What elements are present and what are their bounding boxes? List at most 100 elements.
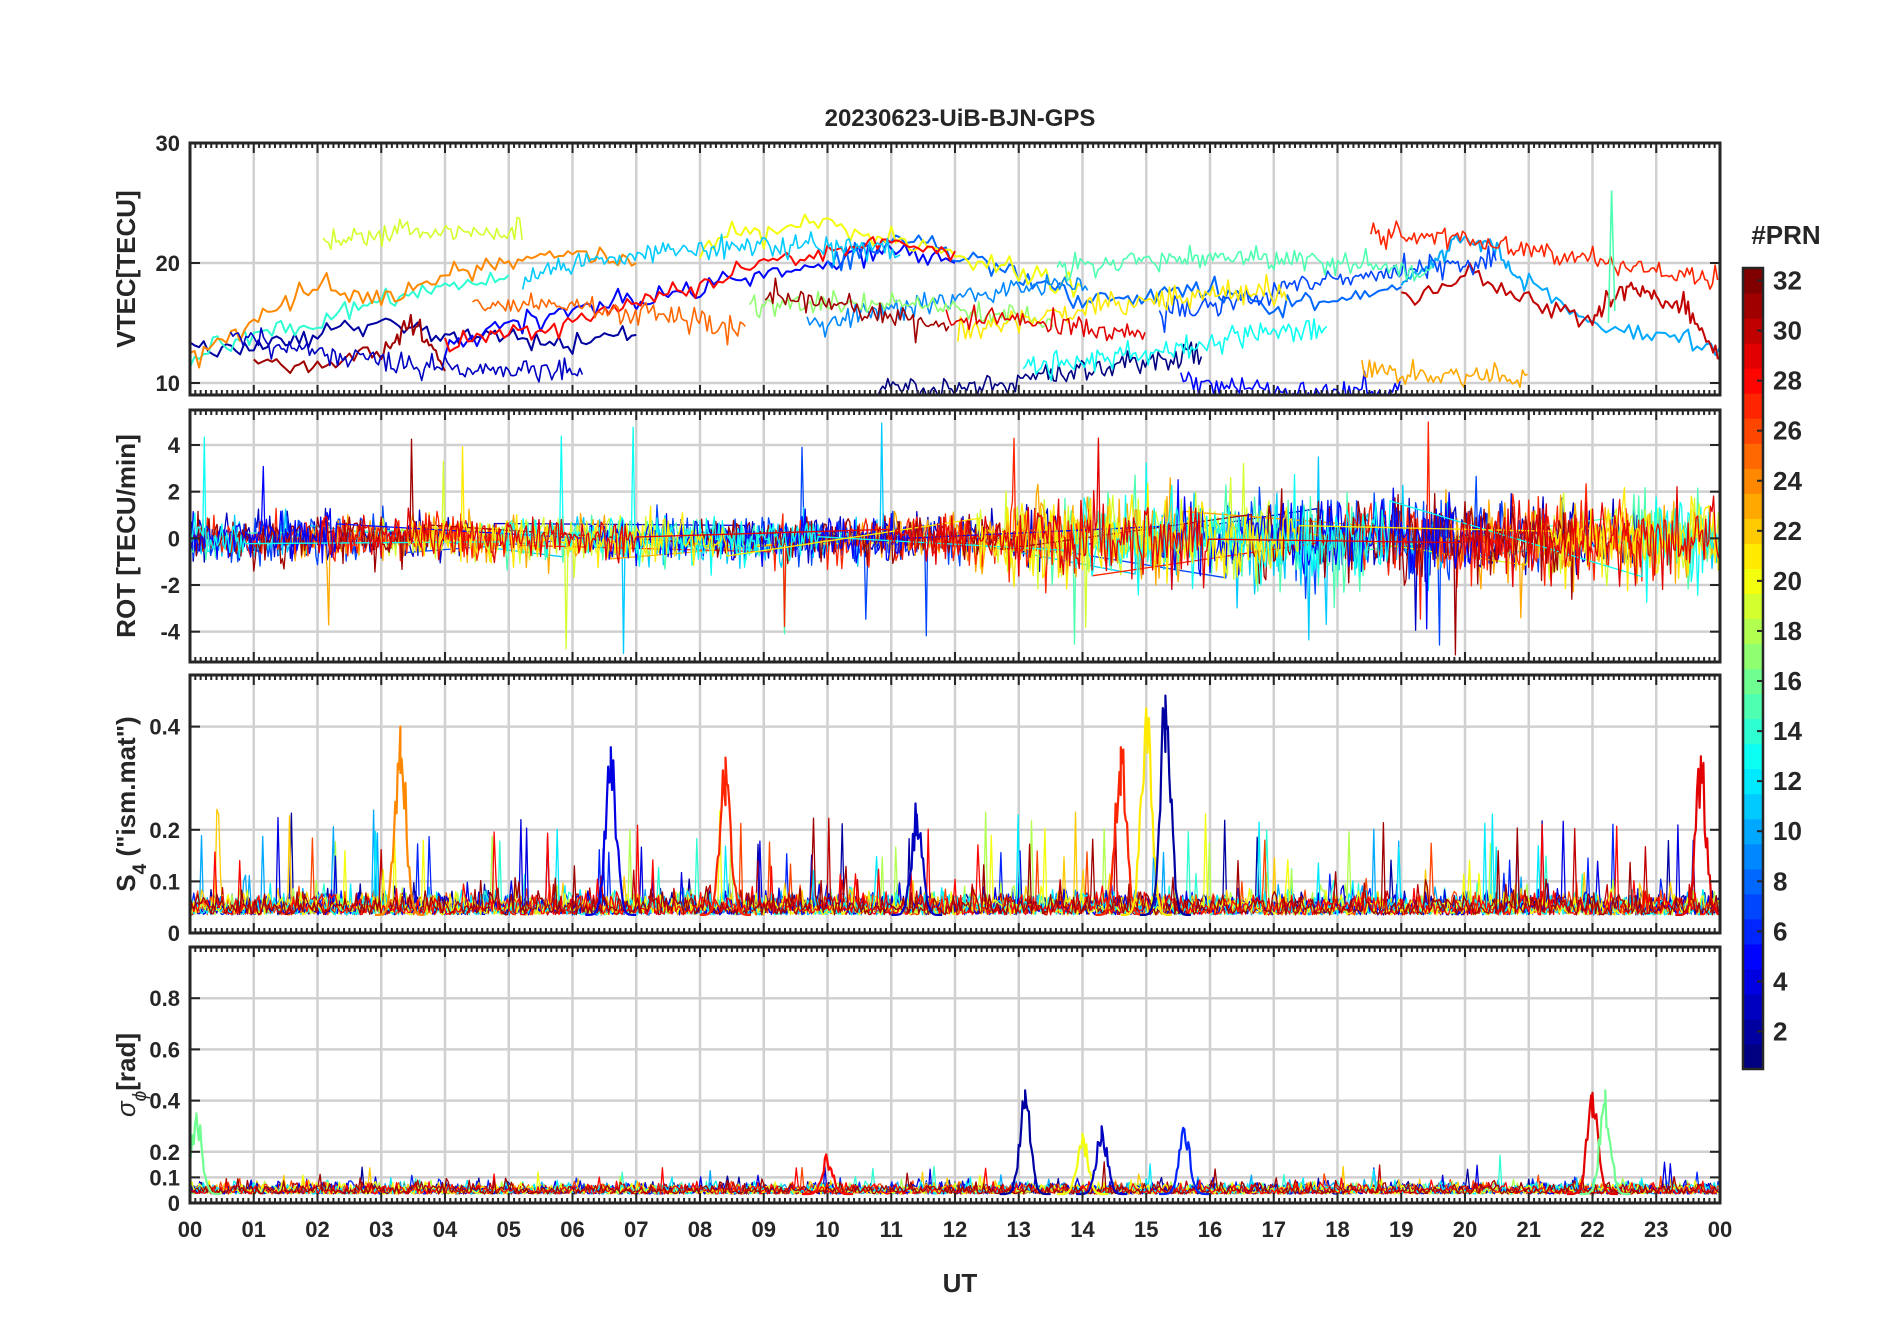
trace-prn-25 xyxy=(472,292,746,346)
colorbar-tick-label: 8 xyxy=(1773,866,1787,896)
colorbar-swatch xyxy=(1743,368,1763,394)
y-tick-label: 0.2 xyxy=(149,1140,180,1165)
x-ticks xyxy=(189,143,1721,395)
y-axis-label: VTEC[TECU] xyxy=(111,190,141,347)
colorbar-swatch xyxy=(1743,918,1763,945)
trace-prn-28 xyxy=(444,236,956,353)
colorbar-title: #PRN xyxy=(1751,220,1820,250)
x-tick-label: 08 xyxy=(688,1217,712,1242)
colorbar-swatch xyxy=(1743,318,1763,344)
x-tick-label: 10 xyxy=(815,1217,839,1242)
y-tick-label: 0.8 xyxy=(149,986,180,1011)
colorbar-swatch xyxy=(1743,418,1763,444)
colorbar-tick-label: 28 xyxy=(1773,366,1802,396)
x-tick-label: 22 xyxy=(1580,1217,1604,1242)
y-tick-label: 0.1 xyxy=(149,1165,180,1190)
y-tick-label: 0 xyxy=(168,921,180,946)
colorbar-swatch xyxy=(1743,468,1763,494)
x-tick-label: 02 xyxy=(305,1217,329,1242)
y-ticks: 10 20 30 xyxy=(156,131,1720,396)
colorbar-swatch xyxy=(1743,818,1763,845)
colorbar-swatch xyxy=(1743,618,1763,645)
colorbar-swatch xyxy=(1743,568,1763,595)
trace-prn-27 xyxy=(1095,746,1147,916)
x-ticks xyxy=(189,675,1721,933)
y-ticks: 0 0.1 0.2 0.4 xyxy=(149,715,1720,946)
trace-prn-16 xyxy=(190,1112,221,1196)
x-tick-label: 19 xyxy=(1389,1217,1413,1242)
colorbar-tick-label: 24 xyxy=(1773,466,1802,496)
y-tick-label: 30 xyxy=(156,131,180,156)
panel-sigma_phi: 00.10.2 0.4 0.6 0.8 σϕ[rad] xyxy=(111,945,1722,1216)
trace-prn-31 xyxy=(190,817,1719,916)
panel-s4: 0 0.1 0.2 0.4S4 ("ism.mat") xyxy=(111,673,1722,946)
y-axis-label: σϕ[rad] xyxy=(111,1033,151,1117)
y-tick-label: 0 xyxy=(168,526,180,551)
colorbar-tick-label: 6 xyxy=(1773,916,1787,946)
trace-prn-24 xyxy=(374,725,425,916)
x-tick-label: 09 xyxy=(752,1217,776,1242)
x-tick-label: 00 xyxy=(1708,1217,1732,1242)
x-ticks xyxy=(189,947,1721,1203)
trace-prn-5 xyxy=(190,465,1484,630)
trace-prn-20 xyxy=(699,213,1084,298)
grid xyxy=(190,947,1720,1203)
colorbar-tick-label: 26 xyxy=(1773,416,1802,446)
colorbar-swatch xyxy=(1743,518,1763,544)
trace-prn-29 xyxy=(1675,755,1720,916)
x-tick-label: 06 xyxy=(560,1217,584,1242)
y-tick-label: 0.4 xyxy=(149,1089,180,1114)
trace-prn-17 xyxy=(748,289,1054,328)
trace-prn-2 xyxy=(1139,694,1191,916)
x-tick-label: 17 xyxy=(1262,1217,1286,1242)
trace-prn-3 xyxy=(891,802,943,916)
x-tick-label: 07 xyxy=(624,1217,648,1242)
trace-prn-29 xyxy=(945,304,1146,342)
trace-prn-10 xyxy=(1400,233,1720,356)
colorbar-swatch xyxy=(1743,718,1763,745)
y-tick-label: 10 xyxy=(156,371,180,396)
colorbar-tick-label: 16 xyxy=(1773,666,1802,696)
y-tick-label: 20 xyxy=(156,251,180,276)
trace-prn-19 xyxy=(322,216,523,251)
colorbar-tick-label: 20 xyxy=(1773,566,1802,596)
x-tick-label: 16 xyxy=(1198,1217,1222,1242)
x-tick-label: 21 xyxy=(1517,1217,1541,1242)
trace-prn-29 xyxy=(1567,1091,1618,1196)
y-ticks: -4 -2 0 2 4 xyxy=(160,433,1720,645)
y-tick-label: -2 xyxy=(160,573,180,598)
colorbar-swatch xyxy=(1743,793,1763,820)
colorbar-swatch xyxy=(1743,868,1763,895)
x-tick-label: 04 xyxy=(433,1217,458,1242)
colorbar-swatch xyxy=(1743,1018,1763,1045)
trace-prn-7 xyxy=(1158,245,1497,334)
colorbar-tick-label: 22 xyxy=(1773,516,1802,546)
colorbar-swatch xyxy=(1743,343,1763,369)
x-tick-label: 01 xyxy=(242,1217,266,1242)
panel-vtec: 10 20 30 VTEC[TECU] xyxy=(111,131,1722,397)
y-tick-label: 0.4 xyxy=(149,715,180,740)
colorbar-swatch xyxy=(1743,268,1763,294)
colorbar-swatch xyxy=(1743,743,1763,770)
x-tick-label: 20 xyxy=(1453,1217,1477,1242)
x-axis-label: UT xyxy=(943,1268,978,1298)
trace-prn-15 xyxy=(1056,244,1433,282)
trace-prn-29 xyxy=(315,437,1720,590)
y-axis-label: S4 ("ism.mat") xyxy=(111,716,151,891)
y-tick-label: -4 xyxy=(160,620,180,645)
trace-prn-21 xyxy=(957,273,1288,342)
trace-prn-5 xyxy=(1180,370,1401,395)
colorbar-swatch xyxy=(1743,768,1763,795)
colorbar-frame xyxy=(1741,266,1765,1071)
x-tick-label: 13 xyxy=(1007,1217,1031,1242)
x-tick-labels: 00 01 02 03 04 05 06 07 08 09 10 11 12 13 14 15 16 17 18 19… xyxy=(178,1217,1732,1242)
x-tick-label: 23 xyxy=(1644,1217,1668,1242)
y-tick-label: 2 xyxy=(168,480,180,505)
colorbar-swatch xyxy=(1743,443,1763,469)
colorbar-swatch xyxy=(1743,393,1763,419)
trace-prn-13 xyxy=(1022,318,1328,382)
trace-prn-20 xyxy=(190,810,1719,916)
x-tick-label: 15 xyxy=(1134,1217,1158,1242)
